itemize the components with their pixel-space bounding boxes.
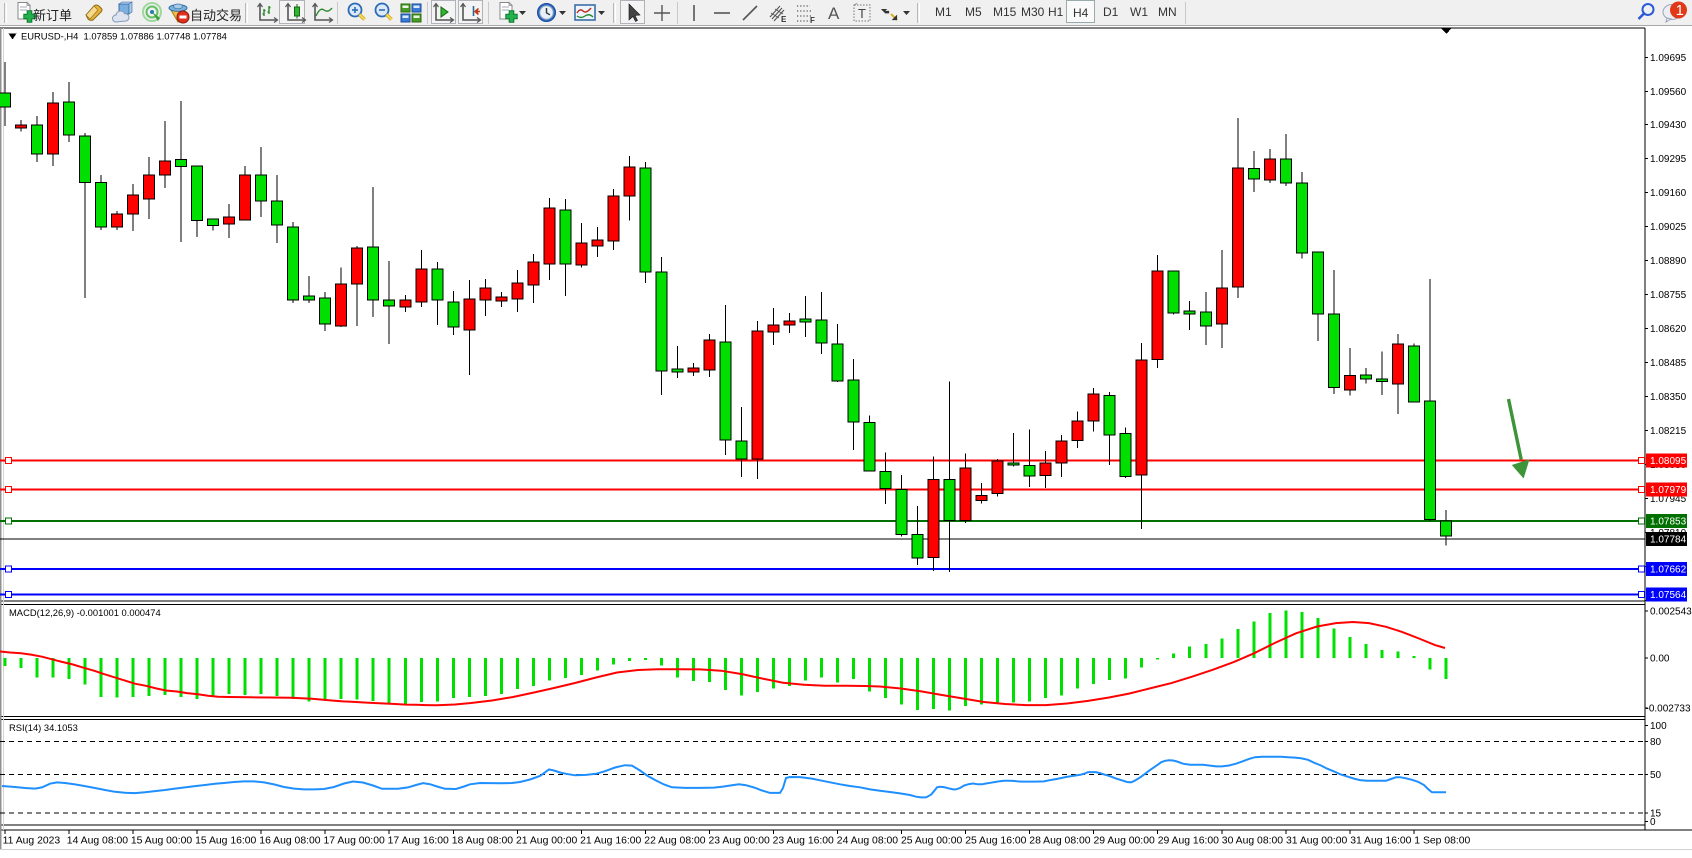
svg-text:11 Aug 2023: 11 Aug 2023 [3, 836, 61, 847]
svg-text:1.08095: 1.08095 [1650, 456, 1687, 467]
svg-text:EURUSD-,H4 1.07859 1.07886 1.: EURUSD-,H4 1.07859 1.07886 1.07748 1.077… [21, 30, 227, 41]
svg-text:17 Aug 00:00: 17 Aug 00:00 [324, 836, 385, 847]
svg-text:E: E [781, 15, 787, 24]
svg-text:0.00: 0.00 [1650, 654, 1670, 665]
svg-text:1.09560: 1.09560 [1650, 87, 1687, 98]
svg-text:22 Aug 08:00: 22 Aug 08:00 [644, 836, 705, 847]
svg-text:80: 80 [1650, 737, 1662, 748]
svg-text:A: A [828, 4, 840, 23]
svg-text:31 Aug 00:00: 31 Aug 00:00 [1286, 836, 1347, 847]
svg-text:100: 100 [1650, 721, 1667, 732]
svg-text:0: 0 [1650, 817, 1656, 828]
svg-text:18 Aug 08:00: 18 Aug 08:00 [452, 836, 513, 847]
svg-text:29 Aug 00:00: 29 Aug 00:00 [1094, 836, 1155, 847]
svg-text:T: T [858, 6, 866, 21]
svg-text:1.07564: 1.07564 [1650, 590, 1687, 601]
svg-text:15 Aug 00:00: 15 Aug 00:00 [131, 836, 192, 847]
svg-text:1.08890: 1.08890 [1650, 256, 1687, 267]
svg-text:1.09295: 1.09295 [1650, 154, 1687, 165]
svg-text:24 Aug 08:00: 24 Aug 08:00 [837, 836, 898, 847]
svg-text:31 Aug 16:00: 31 Aug 16:00 [1350, 836, 1411, 847]
svg-text:0.002543: 0.002543 [1650, 607, 1692, 618]
svg-text:1.09430: 1.09430 [1650, 120, 1687, 131]
svg-text:1.07853: 1.07853 [1650, 517, 1687, 528]
svg-text:16 Aug 08:00: 16 Aug 08:00 [259, 836, 320, 847]
svg-text:15: 15 [1650, 808, 1662, 819]
svg-text:28 Aug 08:00: 28 Aug 08:00 [1029, 836, 1090, 847]
svg-text:1.07784: 1.07784 [1650, 535, 1687, 546]
svg-text:1.08350: 1.08350 [1650, 392, 1687, 403]
svg-text:1.07945: 1.07945 [1650, 494, 1687, 505]
svg-text:23 Aug 00:00: 23 Aug 00:00 [709, 836, 770, 847]
svg-text:1.09160: 1.09160 [1650, 188, 1687, 199]
svg-text:1.08620: 1.08620 [1650, 324, 1687, 335]
svg-text:-0.002733: -0.002733 [1646, 704, 1691, 715]
svg-text:1.09695: 1.09695 [1650, 53, 1687, 64]
svg-text:21 Aug 16:00: 21 Aug 16:00 [580, 836, 641, 847]
svg-text:50: 50 [1650, 770, 1662, 781]
svg-text:15 Aug 16:00: 15 Aug 16:00 [195, 836, 256, 847]
svg-text:MACD(12,26,9) -0.001001 0.0004: MACD(12,26,9) -0.001001 0.000474 [9, 607, 161, 618]
svg-text:23 Aug 16:00: 23 Aug 16:00 [773, 836, 834, 847]
svg-text:14 Aug 08:00: 14 Aug 08:00 [67, 836, 128, 847]
svg-text:1: 1 [1676, 3, 1684, 19]
svg-text:F: F [810, 16, 815, 25]
svg-text:17 Aug 16:00: 17 Aug 16:00 [388, 836, 449, 847]
svg-text:29 Aug 16:00: 29 Aug 16:00 [1158, 836, 1219, 847]
svg-text:1.08485: 1.08485 [1650, 358, 1687, 369]
svg-text:30 Aug 08:00: 30 Aug 08:00 [1222, 836, 1283, 847]
svg-text:25 Aug 00:00: 25 Aug 00:00 [901, 836, 962, 847]
svg-text:1.09025: 1.09025 [1650, 222, 1687, 233]
svg-text:1.07979: 1.07979 [1650, 485, 1687, 496]
svg-text:1.07662: 1.07662 [1650, 565, 1687, 576]
svg-text:21 Aug 00:00: 21 Aug 00:00 [516, 836, 577, 847]
svg-text:1.08755: 1.08755 [1650, 290, 1687, 301]
svg-text:1.08215: 1.08215 [1650, 426, 1687, 437]
svg-text:25 Aug 16:00: 25 Aug 16:00 [965, 836, 1026, 847]
svg-text:1 Sep 08:00: 1 Sep 08:00 [1414, 836, 1470, 847]
svg-text:RSI(14) 34.1053: RSI(14) 34.1053 [9, 722, 78, 733]
